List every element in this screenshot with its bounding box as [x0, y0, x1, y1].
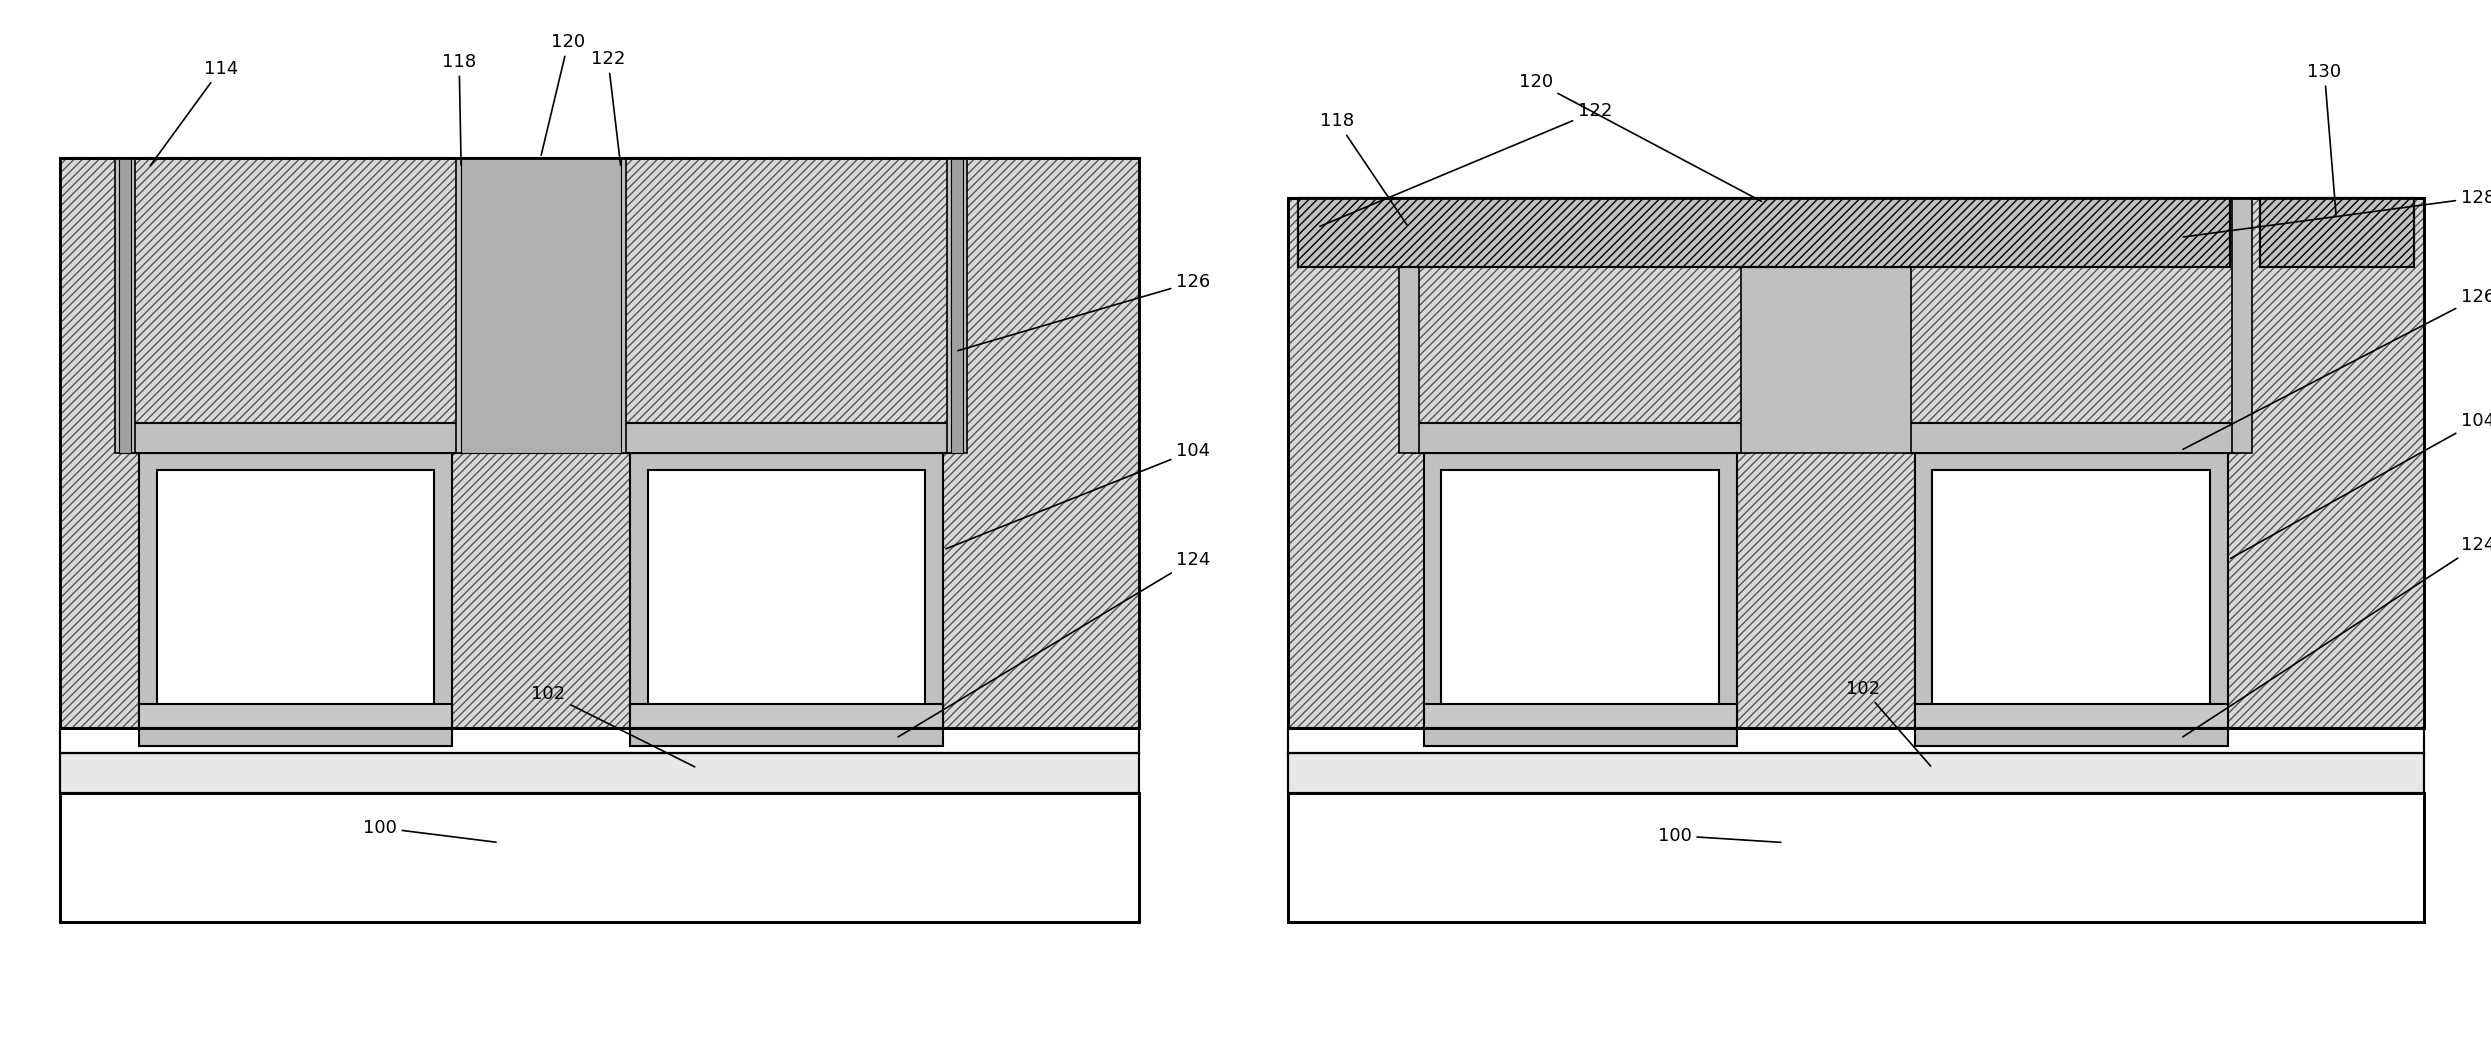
Bar	[1422, 452, 1736, 747]
Text: 102: 102	[1846, 680, 1931, 766]
Bar	[1298, 198, 2229, 267]
Bar	[139, 452, 453, 747]
Bar	[60, 158, 1138, 729]
Bar	[630, 452, 944, 747]
Bar	[2232, 198, 2252, 452]
Bar	[60, 793, 1138, 922]
Bar	[1288, 729, 2424, 753]
Bar	[1288, 753, 2424, 793]
Text: 128: 128	[2182, 189, 2491, 237]
Text: 120: 120	[541, 33, 585, 155]
Text: 118: 118	[1320, 113, 1407, 225]
Bar	[127, 423, 463, 452]
Text: 124: 124	[899, 551, 1211, 737]
Bar	[1298, 198, 2229, 267]
Bar	[1933, 470, 2210, 729]
Text: 126: 126	[2182, 288, 2491, 449]
Text: 126: 126	[959, 273, 1211, 350]
Bar	[461, 158, 620, 452]
Text: 100: 100	[1657, 826, 1781, 844]
Text: 130: 130	[2307, 63, 2342, 215]
Bar	[1288, 729, 2424, 753]
Bar	[2259, 198, 2414, 267]
Text: 100: 100	[364, 819, 496, 842]
Text: 124: 124	[2182, 536, 2491, 737]
Bar	[1288, 753, 2424, 793]
Bar	[1288, 198, 2424, 729]
Bar	[60, 729, 1138, 753]
Bar	[1442, 470, 1719, 729]
Bar	[648, 470, 927, 729]
Text: 118: 118	[441, 53, 476, 165]
Text: 114: 114	[149, 59, 239, 166]
Bar	[1412, 423, 1749, 452]
Bar	[1741, 198, 1911, 452]
Bar	[60, 729, 1138, 753]
Bar	[139, 704, 453, 729]
Bar	[947, 158, 967, 452]
Bar	[157, 470, 433, 729]
Bar	[1916, 452, 2227, 747]
Text: 120: 120	[1520, 72, 1761, 202]
Text: 122: 122	[590, 50, 625, 165]
Bar	[456, 158, 625, 452]
Bar	[60, 753, 1138, 793]
Text: 104: 104	[947, 442, 1211, 549]
Bar	[1422, 704, 1736, 729]
Bar	[1288, 793, 2424, 922]
Bar	[952, 158, 964, 452]
Bar	[1903, 423, 2239, 452]
Text: 122: 122	[1320, 102, 1612, 226]
Bar	[1288, 198, 2424, 729]
Bar	[1288, 793, 2424, 922]
Text: 104: 104	[2229, 412, 2491, 559]
Bar	[1400, 198, 1417, 452]
Bar	[1916, 704, 2227, 729]
Bar	[60, 158, 1138, 729]
Bar	[60, 158, 1138, 729]
Bar	[60, 793, 1138, 922]
Bar	[630, 704, 944, 729]
Text: 102: 102	[531, 685, 695, 767]
Bar	[1288, 198, 2424, 729]
Bar	[618, 423, 954, 452]
Bar	[60, 753, 1138, 793]
Bar	[120, 158, 130, 452]
Bar	[2259, 198, 2414, 267]
Bar	[115, 158, 135, 452]
